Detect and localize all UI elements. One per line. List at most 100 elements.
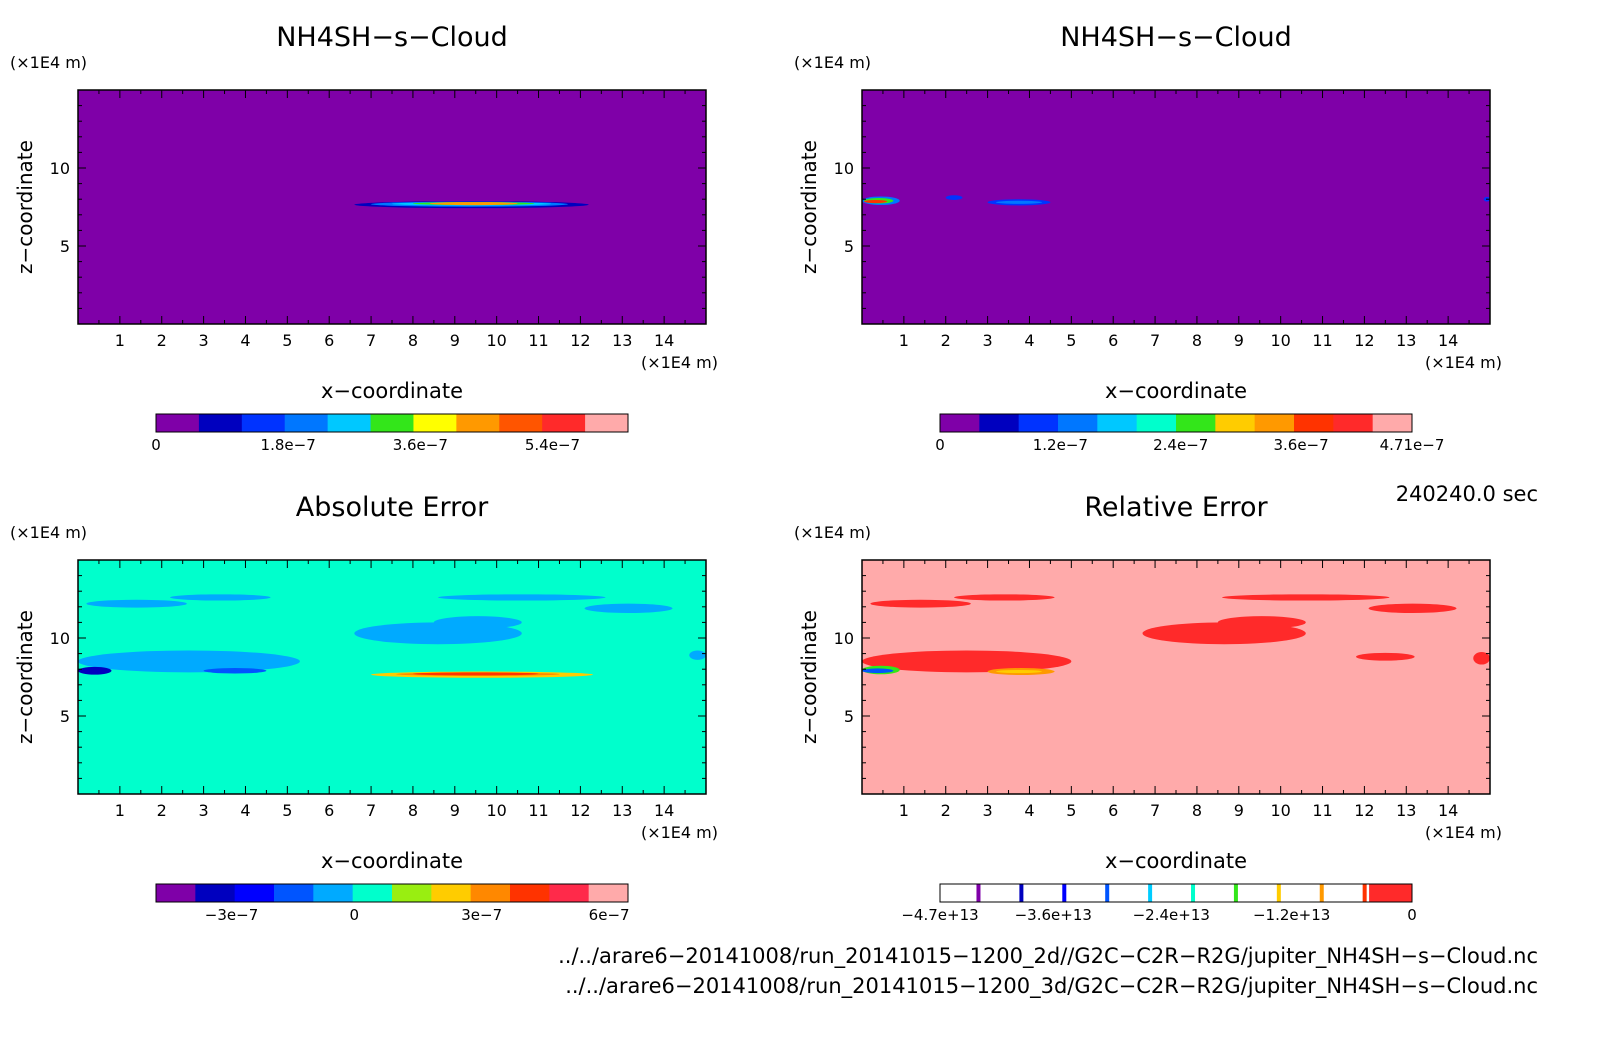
colorbar-swatch: [1136, 414, 1177, 432]
y-tick-label: 5: [844, 237, 854, 256]
x-tick-label: 9: [450, 331, 460, 350]
colorbar-label: 1.8e−7: [261, 436, 316, 454]
colorbar-swatch: [1058, 414, 1098, 432]
colorbar-blank: [940, 884, 1370, 902]
field-contour: [689, 650, 706, 660]
field-contour: [864, 199, 888, 204]
x-tick-label: 13: [1396, 331, 1416, 350]
colorbar-mark: [1191, 884, 1196, 902]
x-tick-label: 12: [1354, 331, 1374, 350]
x-tick-label: 13: [612, 801, 632, 820]
x-unit-label: (×1E4 m): [641, 823, 718, 842]
x-tick-label: 7: [366, 331, 376, 350]
colorbar-swatch: [1254, 414, 1295, 432]
colorbar-swatch: [156, 414, 200, 432]
colorbar-swatch: [585, 414, 629, 432]
field-contour: [862, 668, 894, 674]
x-tick-label: 8: [1192, 331, 1202, 350]
x-tick-label: 14: [1438, 331, 1458, 350]
x-tick-label: 14: [654, 801, 674, 820]
x-tick-label: 4: [240, 331, 250, 350]
y-axis-label: z−coordinate: [13, 140, 37, 274]
x-tick-label: 5: [1066, 801, 1076, 820]
relative-error-colorbar-overlay: [939, 883, 1413, 903]
colorbar-mark: [1362, 884, 1367, 902]
panel-2: NH4SH−s−Cloud(×1E4 m)1 2 3 4 5 6 7 8 9 10 11 12 13 14…: [794, 22, 1502, 454]
colorbar-swatch: [542, 414, 586, 432]
y-axis-label: z−coordinate: [797, 610, 821, 744]
y-tick-label: 5: [60, 237, 70, 256]
x-tick-label: 10: [486, 331, 506, 350]
y-axis-label: z−coordinate: [797, 140, 821, 274]
x-tick-label: 14: [654, 331, 674, 350]
colorbar-swatch: [198, 414, 243, 432]
x-tick-label: 8: [408, 801, 418, 820]
panel-title: Relative Error: [1084, 492, 1268, 523]
panel-title: NH4SH−s−Cloud: [276, 22, 508, 53]
colorbar-swatch: [195, 884, 236, 902]
x-unit-label: (×1E4 m): [1425, 353, 1502, 372]
colorbar-mark: [976, 884, 981, 902]
colorbar-swatch: [1294, 414, 1334, 432]
x-tick-label: 10: [1270, 331, 1290, 350]
colorbar-mark: [1319, 884, 1324, 902]
colorbar-swatch: [431, 884, 472, 902]
x-tick-label: 12: [1354, 801, 1374, 820]
x-tick-label: 2: [157, 801, 167, 820]
x-tick-label: 7: [1150, 801, 1160, 820]
x-tick-label: 2: [157, 331, 167, 350]
plot-background: [862, 90, 1490, 324]
colorbar-swatch: [327, 414, 372, 432]
y-tick-label: 5: [60, 707, 70, 726]
x-tick-label: 2: [941, 801, 951, 820]
field-contour: [78, 666, 112, 675]
colorbar-swatch: [510, 884, 550, 902]
field-contour: [1217, 616, 1306, 629]
colorbar-swatch: [241, 414, 286, 432]
panel-title: NH4SH−s−Cloud: [1060, 22, 1292, 53]
x-tick-label: 5: [282, 331, 292, 350]
y-tick-label: 10: [834, 629, 854, 648]
field-contour: [412, 672, 539, 676]
colorbar-swatch: [499, 414, 543, 432]
x-tick-label: 8: [408, 331, 418, 350]
colorbar-swatch: [456, 414, 500, 432]
x-tick-label: 7: [366, 801, 376, 820]
x-tick-label: 9: [1234, 801, 1244, 820]
x-tick-label: 9: [1234, 331, 1244, 350]
x-tick-label: 8: [1192, 801, 1202, 820]
colorbar-swatch: [979, 414, 1020, 432]
colorbar-label: 3.6e−7: [393, 436, 448, 454]
time-stamp: 240240.0 sec: [1395, 482, 1538, 506]
colorbar-mark: [1105, 884, 1110, 902]
colorbar-mark: [1276, 884, 1281, 902]
y-unit-label: (×1E4 m): [794, 53, 871, 72]
file-path-3d: ../../arare6−20141008/run_20141015−1200_…: [565, 974, 1538, 998]
y-tick-label: 10: [50, 629, 70, 648]
colorbar-swatch: [1018, 414, 1059, 432]
y-unit-label: (×1E4 m): [10, 523, 87, 542]
colorbar-label: −4.7e+13: [901, 906, 978, 924]
y-axis-label: z−coordinate: [13, 610, 37, 744]
x-unit-label: (×1E4 m): [1425, 823, 1502, 842]
field-contour: [995, 669, 1043, 674]
colorbar-swatch: [352, 884, 393, 902]
colorbar-label: 6e−7: [589, 906, 630, 924]
x-tick-label: 11: [1312, 801, 1332, 820]
x-tick-label: 6: [324, 331, 334, 350]
colorbar-swatch: [1369, 884, 1413, 902]
colorbar-mark: [1233, 884, 1238, 902]
colorbar-label: −3e−7: [205, 906, 258, 924]
field-contour: [170, 594, 271, 601]
x-unit-label: (×1E4 m): [641, 353, 718, 372]
colorbar-label: 4.71e−7: [1380, 436, 1445, 454]
field-contour: [862, 650, 1072, 673]
colorbar-label: 0: [935, 436, 945, 454]
field-contour: [945, 195, 963, 200]
field-contour: [584, 603, 673, 614]
field-contour: [1368, 603, 1457, 614]
x-axis-label: x−coordinate: [321, 379, 463, 403]
colorbar-label: −1.2e+13: [1253, 906, 1330, 924]
x-tick-label: 11: [528, 801, 548, 820]
colorbar-mark: [1148, 884, 1153, 902]
